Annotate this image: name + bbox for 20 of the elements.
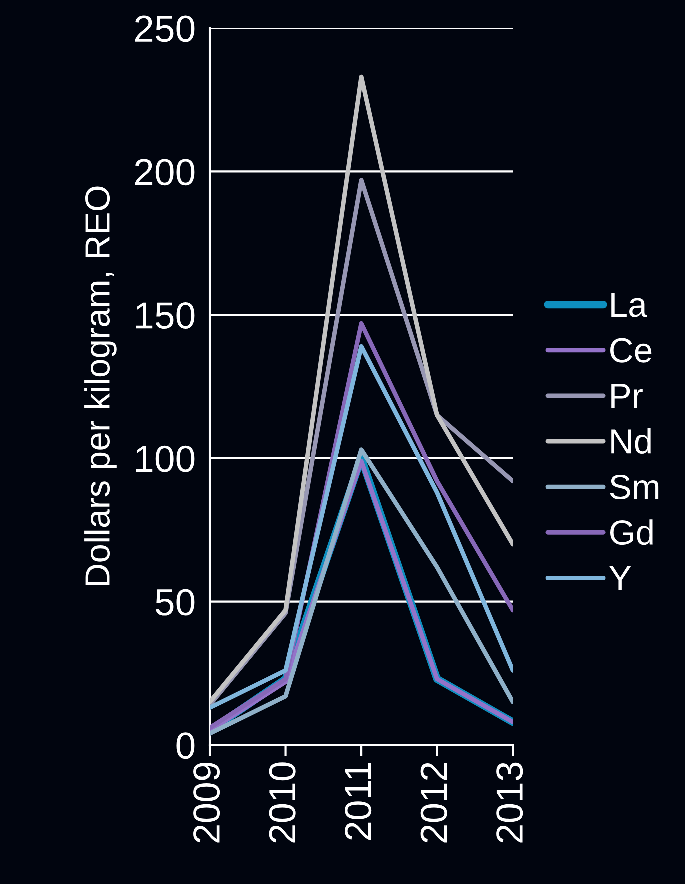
legend-label: Y — [610, 566, 632, 590]
legend-label: Sm — [610, 474, 659, 500]
legend-label: Nd — [612, 428, 651, 454]
y-axis-title: Dollars per kilogram, REO — [84, 186, 117, 586]
legend-label: Gd — [610, 520, 653, 546]
x-tick-label: 2010 — [269, 762, 296, 843]
line-series — [210, 74, 514, 704]
legend-label: La — [612, 293, 648, 318]
y-tick-label: 150 — [136, 302, 195, 330]
y-tick-label: 200 — [135, 159, 195, 186]
y-tick-label: 0 — [176, 732, 195, 760]
y-tick-label: 100 — [136, 446, 195, 472]
x-tick-label: 2012 — [420, 763, 448, 843]
x-tick-label: 2009 — [194, 762, 220, 843]
x-tick-label: 2013 — [496, 762, 524, 843]
y-tick-label: 50 — [156, 589, 195, 616]
legend-label: Ce — [610, 338, 652, 363]
x-tick-label: 2011 — [345, 763, 372, 840]
legend-label: Pr — [612, 384, 643, 408]
y-tick-label: 250 — [135, 16, 195, 42]
